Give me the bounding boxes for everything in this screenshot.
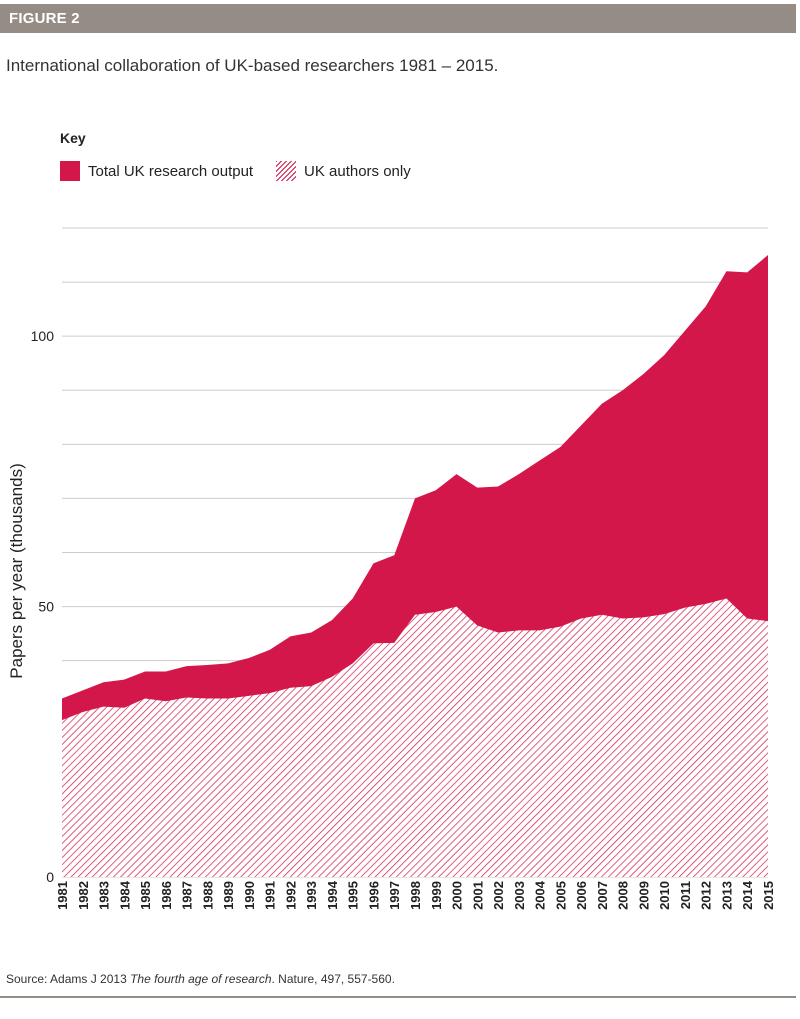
x-tick-label: 2005: [553, 881, 568, 910]
x-tick-label: 1994: [325, 880, 340, 910]
x-tick-label: 2015: [761, 881, 776, 910]
x-tick-label: 2002: [491, 881, 506, 910]
x-tick-label: 1996: [366, 881, 381, 910]
legend-title: Key: [60, 130, 86, 146]
x-tick-label: 1988: [200, 881, 215, 910]
x-tick-label: 1986: [159, 881, 174, 910]
bottom-rule: [0, 996, 796, 998]
figure-label: FIGURE 2: [0, 4, 796, 33]
x-tick-label: 1991: [263, 881, 278, 910]
x-tick-label: 1984: [117, 880, 132, 910]
legend-label-uk-only: UK authors only: [304, 162, 411, 180]
legend-item-total: Total UK research output: [60, 160, 253, 182]
x-tick-label: 1982: [76, 881, 91, 910]
x-tick-label: 1993: [304, 881, 319, 910]
legend-item-uk-only: UK authors only: [276, 160, 411, 182]
source-prefix: Source: Adams J 2013: [6, 972, 131, 986]
y-axis-label: Papers per year (thousands): [7, 463, 26, 678]
x-tick-label: 2008: [616, 881, 631, 910]
x-tick-label: 1985: [138, 881, 153, 910]
y-tick-label: 0: [46, 869, 54, 885]
x-tick-label: 1995: [346, 881, 361, 910]
x-tick-label: 2007: [595, 881, 610, 910]
x-tick-label: 2014: [740, 880, 755, 910]
source-title: The fourth age of research: [130, 972, 272, 986]
series-area-uk-only: [62, 598, 768, 877]
x-tick-label: 2001: [470, 881, 485, 910]
area-chart: 0 50 100 1981 1982 1983 1984 1985 1986 1987 1988 1…: [7, 227, 776, 910]
y-tick-label: 50: [38, 599, 54, 615]
x-tick-label: 1987: [180, 881, 195, 910]
y-tick-label: 100: [31, 328, 55, 344]
x-tick-label: 2010: [657, 881, 672, 910]
x-tick-label: 1999: [429, 881, 444, 910]
x-tick-label: 1981: [55, 881, 70, 910]
x-tick-label: 2000: [450, 881, 465, 910]
x-tick-label: 2009: [636, 881, 651, 910]
x-tick-label: 2011: [678, 881, 693, 909]
x-tick-label: 2013: [719, 881, 734, 910]
chart-title: International collaboration of UK-based …: [6, 56, 499, 75]
x-tick-label: 1997: [387, 881, 402, 910]
source-suffix: . Nature, 497, 557-560.: [271, 972, 395, 986]
x-tick-label: 1990: [242, 881, 257, 910]
legend-label-total: Total UK research output: [88, 162, 254, 180]
x-tick-label: 2003: [512, 881, 527, 910]
x-tick-label: 1998: [408, 881, 423, 910]
x-tick-label: 2012: [699, 881, 714, 910]
x-tick-label: 1992: [283, 881, 298, 910]
legend-swatch-hatched: [276, 161, 296, 181]
x-tick-label: 2006: [574, 881, 589, 910]
legend-swatch-solid: [60, 161, 80, 181]
source-note: Source: Adams J 2013 The fourth age of r…: [6, 972, 395, 986]
x-tick-label: 1983: [97, 881, 112, 910]
x-tick-label: 2004: [533, 880, 548, 910]
x-tick-label: 1989: [221, 881, 236, 910]
